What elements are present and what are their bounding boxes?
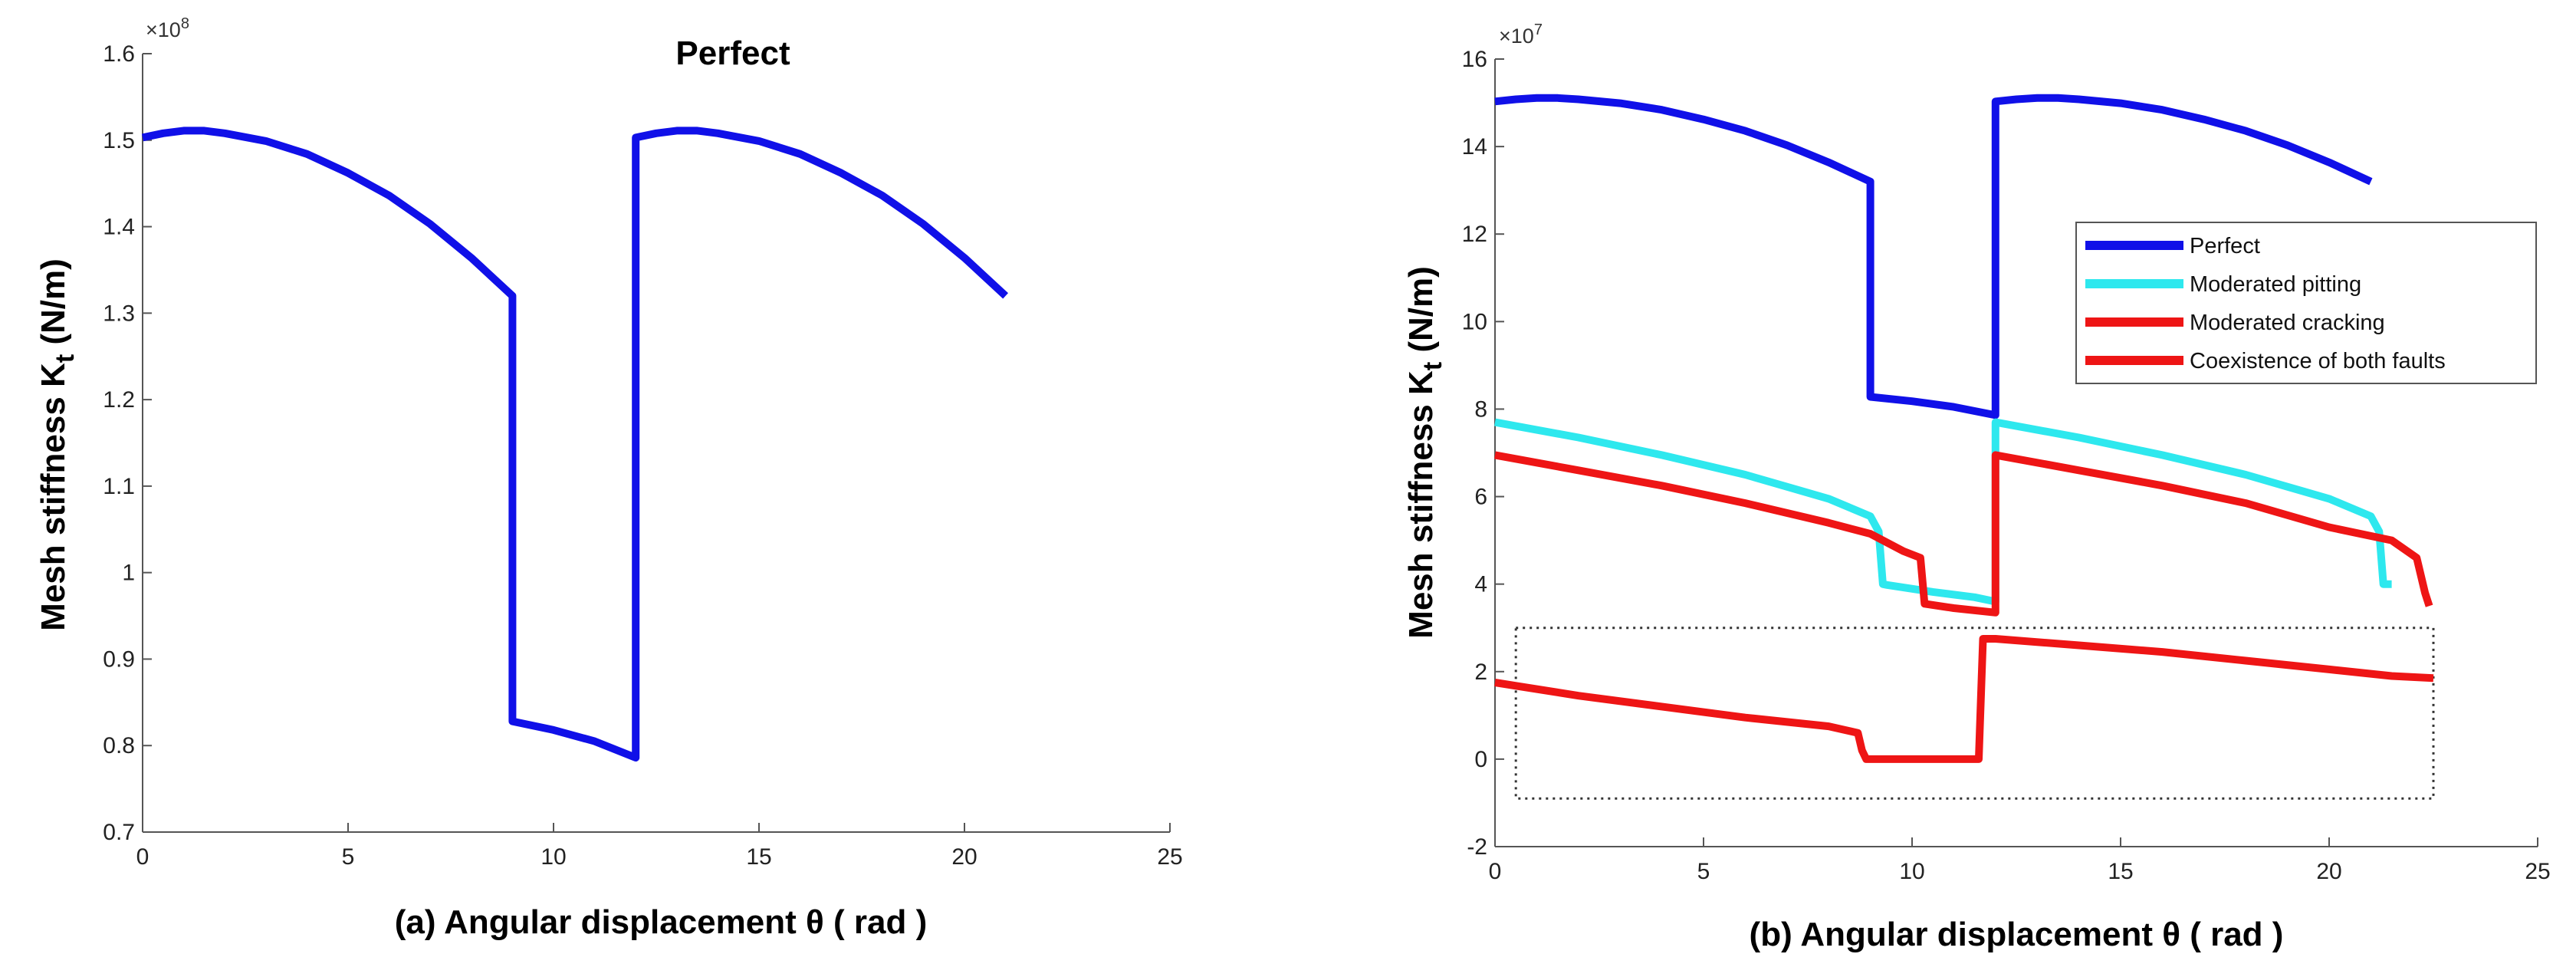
chart-b-y-tick-label: 12	[1462, 222, 1487, 247]
chart-a-y-tick-label: 1.6	[103, 41, 135, 67]
chart-b-legend-label-1: Moderated pitting	[2190, 272, 2361, 297]
chart-b-y-tick-label: 14	[1462, 134, 1487, 160]
chart-b-y-tick-label: 4	[1474, 572, 1487, 597]
chart-a-x-label: (a) Angular displacement θ ( rad )	[395, 903, 927, 941]
chart-a-x-tick-label: 5	[342, 844, 355, 870]
chart-a-x-tick-label: 0	[136, 844, 150, 870]
chart-a-y-tick-label: 1.3	[103, 301, 135, 326]
chart-b-y-ticks: -2 0 2 4 6 8 10 12 14 16	[1462, 47, 1504, 860]
chart-b-x-ticks: 0 5 10 15 20 25	[1489, 837, 2551, 884]
chart-a-y-ticks: 0.7 0.8 0.9 1 1.1 1.2 1.3 1.4 1.5 1.6	[103, 41, 152, 845]
chart-b-y-exponent: ×107	[1499, 21, 1543, 48]
chart-a-x-tick-label: 10	[540, 844, 566, 870]
chart-b-series-lines	[1494, 94, 2434, 763]
chart-a-y-label: Mesh stiffness Kt (N/m)	[34, 258, 80, 631]
chart-a-title: Perfect	[675, 35, 790, 72]
chart-a-y-tick-label: 0.8	[103, 733, 135, 758]
chart-b-legend-label-0: Perfect	[2190, 234, 2260, 258]
chart-b-x-tick-label: 20	[2316, 859, 2341, 884]
chart-a-y-tick-label: 1.2	[103, 387, 135, 413]
chart-a-y-tick-label: 1	[122, 561, 135, 586]
chart-a-y-tick-label: 0.9	[103, 646, 135, 672]
chart-b-legend-label-2: Moderated cracking	[2190, 311, 2385, 335]
chart-a-x-ticks: 0 5 10 15 20 25	[136, 823, 1183, 870]
chart-a-y-tick-label: 1.5	[103, 128, 135, 153]
chart-b-series-line-0	[1494, 94, 2373, 419]
chart-a-x-tick-label: 15	[746, 844, 771, 870]
chart-b-y-tick-label: 8	[1474, 396, 1487, 422]
chart-a-x-tick-label: 20	[951, 844, 977, 870]
chart-b-legend: Perfect Moderated pitting Moderated cracki…	[2075, 222, 2537, 384]
chart-b-y-tick-label: 2	[1474, 660, 1487, 685]
chart-a-x-tick-label: 25	[1157, 844, 1182, 870]
chart-b-x-tick-label: 0	[1489, 859, 1502, 884]
chart-a-y-tick-label: 1.1	[103, 474, 135, 499]
chart-b-y-tick-label: 0	[1474, 747, 1487, 772]
chart-b-legend-label-3: Coexistence of both faults	[2190, 349, 2446, 373]
chart-b-x-tick-label: 5	[1697, 859, 1710, 884]
chart-a-y-exponent: ×108	[146, 15, 189, 41]
chart-b-series-line-2	[1494, 451, 2433, 617]
chart-b-x-tick-label: 25	[2525, 859, 2550, 884]
chart-b-x-tick-label: 15	[2108, 859, 2133, 884]
chart-b-y-label: Mesh stiffness Kt (N/m)	[1402, 266, 1447, 639]
chart-a-series-lines	[141, 127, 1008, 762]
chart-a-series-line-0	[141, 127, 1008, 762]
chart-a-y-tick-label: 1.4	[103, 215, 135, 240]
chart-b-y-tick-label: -2	[1467, 834, 1487, 860]
chart-b-y-tick-label: 6	[1474, 485, 1487, 510]
chart-b-series-line-1	[1494, 418, 2392, 606]
chart-a: 0 5 10 15 20 25 0.70.80.911.11.21.31.41.51.6 …	[34, 15, 1183, 941]
chart-b-y-tick-label: 16	[1462, 47, 1487, 72]
chart-b-legend-items: Perfect Moderated pitting Moderated cracki…	[2085, 234, 2446, 373]
chart-b-y-tick-label: 10	[1462, 309, 1487, 334]
chart-b-x-label: (b) Angular displacement θ ( rad )	[1750, 916, 2284, 953]
chart-b-fault-highlight-box	[1514, 627, 2435, 800]
chart-a-y-tick-label: 0.7	[103, 820, 135, 845]
chart-b-x-tick-label: 10	[1899, 859, 1924, 884]
chart-b-series-line-3	[1494, 635, 2434, 763]
